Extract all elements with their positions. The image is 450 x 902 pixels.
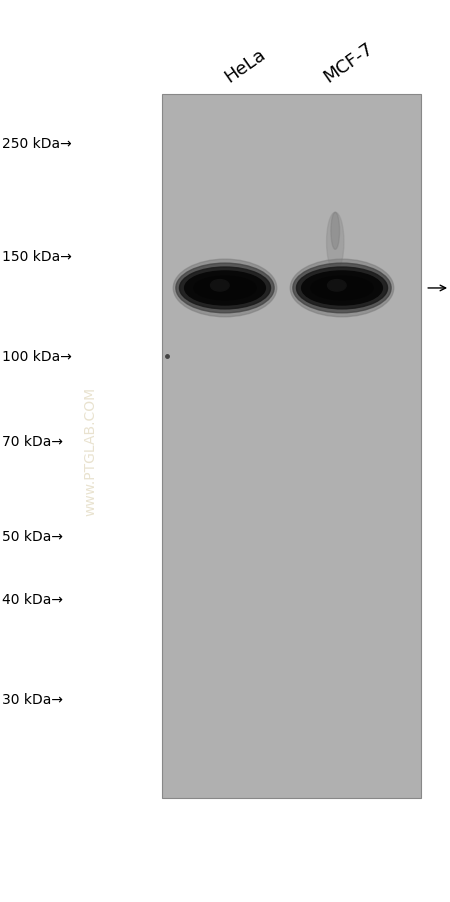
Ellipse shape	[331, 213, 340, 250]
Ellipse shape	[302, 272, 382, 306]
Text: 30 kDa→: 30 kDa→	[2, 692, 63, 706]
Text: MCF-7: MCF-7	[320, 39, 377, 86]
Ellipse shape	[328, 281, 346, 291]
Text: 70 kDa→: 70 kDa→	[2, 435, 63, 449]
Text: 100 kDa→: 100 kDa→	[2, 349, 72, 364]
Ellipse shape	[211, 281, 229, 291]
Ellipse shape	[311, 277, 373, 300]
Bar	[162, 95, 421, 798]
Ellipse shape	[290, 260, 394, 318]
Text: 50 kDa→: 50 kDa→	[2, 529, 63, 544]
Ellipse shape	[173, 260, 277, 318]
Ellipse shape	[180, 268, 270, 309]
Text: 150 kDa→: 150 kDa→	[2, 250, 72, 264]
Ellipse shape	[297, 268, 387, 309]
Ellipse shape	[327, 213, 344, 272]
Ellipse shape	[184, 272, 266, 306]
Ellipse shape	[293, 263, 391, 314]
Text: www.PTGLAB.COM: www.PTGLAB.COM	[83, 387, 97, 515]
Text: 250 kDa→: 250 kDa→	[2, 137, 72, 152]
Ellipse shape	[194, 277, 256, 300]
Ellipse shape	[176, 263, 274, 314]
Text: 40 kDa→: 40 kDa→	[2, 593, 63, 607]
Text: HeLa: HeLa	[221, 45, 269, 86]
